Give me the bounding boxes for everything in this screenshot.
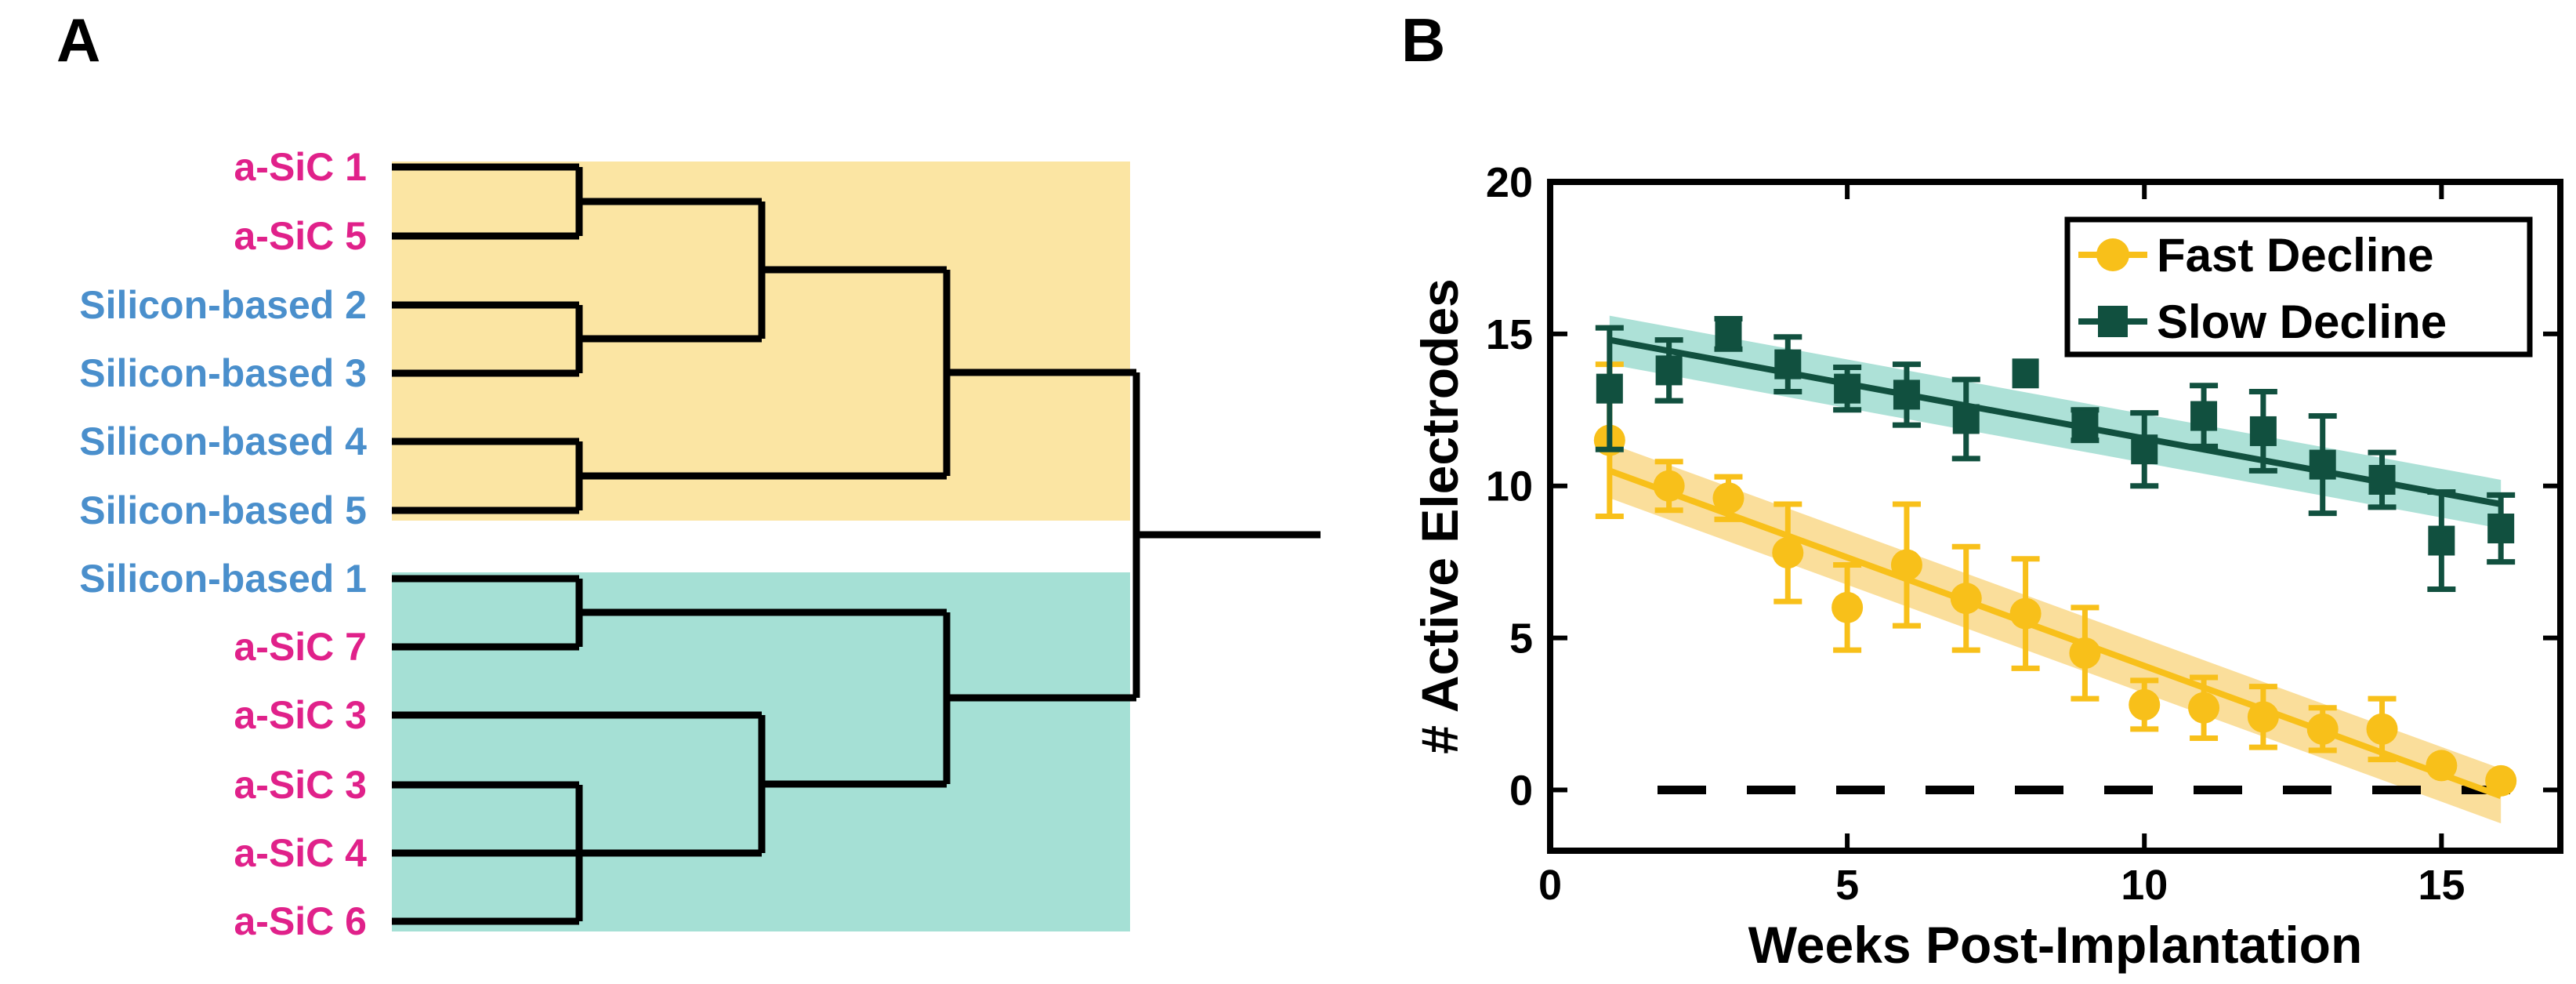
- x-tick-label: 0: [1538, 862, 1562, 909]
- legend: Fast Decline Slow Decline: [2064, 216, 2533, 358]
- slow-decline-point: [1893, 379, 1920, 410]
- x-tick-label: 15: [2418, 862, 2465, 909]
- x-axis-label: Weeks Post-Implantation: [1748, 916, 2363, 974]
- fit-line: [1608, 467, 2502, 799]
- fast-decline-point: [1831, 591, 1864, 623]
- dendrogram-leaf-labels: a-SiC 1 a-SiC 5 Silicon-based 2 Silicon-bas…: [79, 145, 367, 943]
- leaf-label: Silicon-based 4: [79, 419, 367, 463]
- plot-frame: [1547, 179, 2563, 854]
- leaf-label: Silicon-based 1: [79, 557, 367, 601]
- slow-decline-point: [2368, 464, 2396, 495]
- leaf-label: a-SiC 7: [234, 625, 367, 669]
- fit-line: [1609, 336, 2502, 507]
- fast-decline-point: [2129, 688, 2161, 721]
- legend-marker-slow-decline: [2098, 306, 2128, 337]
- fast-decline-point: [2069, 637, 2101, 669]
- fast-decline-point: [1772, 537, 1804, 569]
- slow-decline-point: [2190, 401, 2218, 431]
- panel-b-letter: B: [1401, 5, 1445, 74]
- leaf-label: a-SiC 6: [234, 899, 367, 943]
- slow-decline-point: [2487, 514, 2515, 544]
- data-points: [1593, 315, 2517, 797]
- fast-decline-point: [1653, 470, 1685, 502]
- slow-decline-point: [1952, 404, 1980, 434]
- fast-decline-point: [2426, 750, 2458, 782]
- y-tick-label: 5: [1509, 615, 1533, 663]
- slow-decline-point: [2249, 416, 2277, 446]
- leaf-label: a-SiC 3: [234, 693, 367, 737]
- fast-decline-point: [1890, 549, 1922, 581]
- dendrogram-tree: [392, 163, 1321, 925]
- leaf-label: Silicon-based 3: [79, 351, 367, 395]
- slow-decline-point: [2012, 358, 2039, 389]
- slow-decline-point: [2309, 449, 2336, 480]
- legend-label: Fast Decline: [2157, 229, 2433, 281]
- fast-decline-point: [2306, 713, 2339, 745]
- slow-decline-point: [2071, 410, 2099, 441]
- fast-decline-point: [2188, 692, 2220, 724]
- axis-ticks: 0 5 10 15 0 5 10 15 20: [1486, 159, 2560, 909]
- leaf-label: a-SiC 1: [234, 145, 367, 189]
- fast-decline-point: [2366, 713, 2398, 745]
- slow-decline-point: [1834, 373, 1861, 404]
- slow-decline-point: [1655, 355, 1683, 386]
- chart-panel: B 0 5 10 15 0 5 10 15 20 Weeks Post-Implantation…: [1401, 5, 2563, 974]
- y-tick-label: 20: [1486, 159, 1533, 206]
- slow-decline-point: [2428, 525, 2455, 556]
- x-tick-label: 10: [2121, 862, 2168, 909]
- leaf-label: Silicon-based 2: [79, 283, 367, 327]
- x-tick-label: 5: [1835, 862, 1859, 909]
- slow-decline-point: [2131, 434, 2158, 465]
- fast-decline-point: [1950, 583, 1982, 615]
- leaf-label: a-SiC 4: [234, 831, 367, 875]
- slow-decline-point: [1715, 318, 1742, 349]
- legend-box: [2064, 216, 2533, 358]
- fast-decline-point: [2247, 701, 2279, 733]
- legend-label: Slow Decline: [2157, 296, 2447, 348]
- leaf-label: Silicon-based 5: [79, 488, 367, 532]
- legend-marker-fast-decline: [2096, 238, 2129, 271]
- fast-decline-point: [2485, 764, 2517, 797]
- fast-decline-point: [2009, 597, 2042, 630]
- leaf-label: a-SiC 3: [234, 763, 367, 807]
- y-axis-label: # Active Electrodes: [1411, 278, 1469, 754]
- panel-a-letter: A: [56, 5, 100, 74]
- leaf-label: a-SiC 5: [234, 214, 367, 258]
- slow-decline-point: [1596, 373, 1623, 404]
- slow-decline-point: [1774, 349, 1802, 379]
- y-tick-label: 0: [1509, 767, 1533, 814]
- fast-decline-point: [1712, 482, 1745, 514]
- fit-lines: [1608, 336, 2502, 799]
- y-tick-label: 15: [1486, 311, 1533, 358]
- y-tick-label: 10: [1486, 463, 1533, 510]
- dendrogram-panel: A a-SiC 1 a-SiC 5 Silicon-based 2 Silicon-b…: [56, 5, 1321, 943]
